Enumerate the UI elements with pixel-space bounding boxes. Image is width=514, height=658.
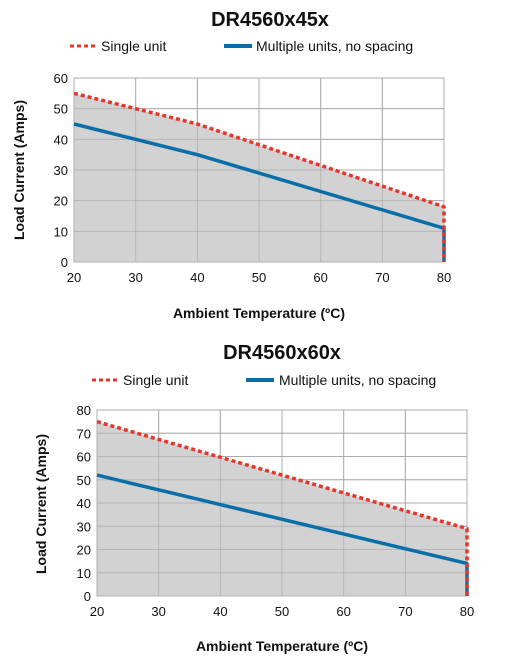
chart-2-y-tick-labels: 0 10 20 30 40 50 60 70 80 [77, 403, 91, 604]
chart-2-x-tick-label: 80 [460, 604, 474, 619]
chart-2-y-tick-label: 70 [77, 426, 91, 441]
chart-1-x-tick-label: 30 [128, 270, 142, 285]
chart-2-y-tick-label: 60 [77, 450, 91, 465]
chart-1-x-tick-label: 20 [67, 270, 81, 285]
chart-1-y-tick-label: 0 [61, 255, 68, 270]
chart-1-y-tick-label: 20 [54, 194, 68, 209]
chart-1-y-axis-label: Load Current (Amps) [11, 100, 27, 240]
chart-1-x-tick-label: 60 [313, 270, 327, 285]
chart-2-legend: Single unit Multiple units, no spacing [92, 372, 436, 388]
chart-2-legend-label-multiple: Multiple units, no spacing [279, 372, 436, 388]
chart-2-legend-label-single: Single unit [123, 372, 188, 388]
chart-1-x-tick-label: 70 [375, 270, 389, 285]
chart-2-y-tick-label: 10 [77, 566, 91, 581]
chart-2-series-single-unit-line [96, 419, 469, 596]
chart-2-x-tick-labels: 20 30 40 50 60 70 80 [90, 604, 474, 619]
chart-1-y-tick-label: 40 [54, 132, 68, 147]
chart-1-legend-label-single: Single unit [101, 38, 166, 54]
chart-2-x-tick-label: 50 [275, 604, 289, 619]
chart-1-series-single-unit-line [73, 91, 446, 262]
chart-2-y-tick-label: 0 [84, 589, 91, 604]
chart-2-y-tick-label: 50 [77, 473, 91, 488]
chart-1-y-tick-label: 30 [54, 163, 68, 178]
chart-2-x-axis-label: Ambient Temperature (ºC) [196, 638, 368, 654]
chart-2-x-tick-label: 30 [151, 604, 165, 619]
chart-2-y-axis-label: Load Current (Amps) [33, 434, 49, 574]
chart-1-x-tick-label: 40 [190, 270, 204, 285]
chart-2-title: DR4560x60x [223, 342, 341, 364]
chart-1-y-tick-labels: 0 10 20 30 40 50 60 [54, 71, 68, 270]
chart-1-y-tick-label: 10 [54, 224, 68, 239]
chart-1-series-multiple-units-line [73, 122, 446, 262]
chart-2-x-tick-label: 70 [398, 604, 412, 619]
chart-2-y-tick-label: 40 [77, 496, 91, 511]
chart-1-legend: Single unit Multiple units, no spacing [70, 38, 413, 54]
chart-2: DR4560x60x Single unit Multiple units, n… [33, 342, 474, 654]
chart-1-x-axis-label: Ambient Temperature (ºC) [173, 305, 345, 321]
chart-1: DR4560x45x Single unit Multiple units, n… [11, 9, 451, 321]
chart-1-y-tick-label: 60 [54, 71, 68, 86]
chart-1-x-tick-labels: 20 30 40 50 60 70 80 [67, 270, 451, 285]
chart-1-x-tick-label: 50 [252, 270, 266, 285]
chart-1-title: DR4560x45x [211, 9, 329, 31]
chart-2-y-tick-label: 80 [77, 403, 91, 418]
chart-2-x-tick-label: 20 [90, 604, 104, 619]
chart-1-legend-label-multiple: Multiple units, no spacing [256, 38, 413, 54]
chart-1-x-tick-label: 80 [437, 270, 451, 285]
chart-1-series-lines [73, 91, 446, 262]
chart-2-y-tick-label: 20 [77, 543, 91, 558]
chart-2-x-tick-label: 60 [336, 604, 350, 619]
chart-2-x-tick-label: 40 [213, 604, 227, 619]
chart-2-series-lines [96, 419, 469, 596]
chart-1-y-tick-label: 50 [54, 102, 68, 117]
chart-2-y-tick-label: 30 [77, 519, 91, 534]
